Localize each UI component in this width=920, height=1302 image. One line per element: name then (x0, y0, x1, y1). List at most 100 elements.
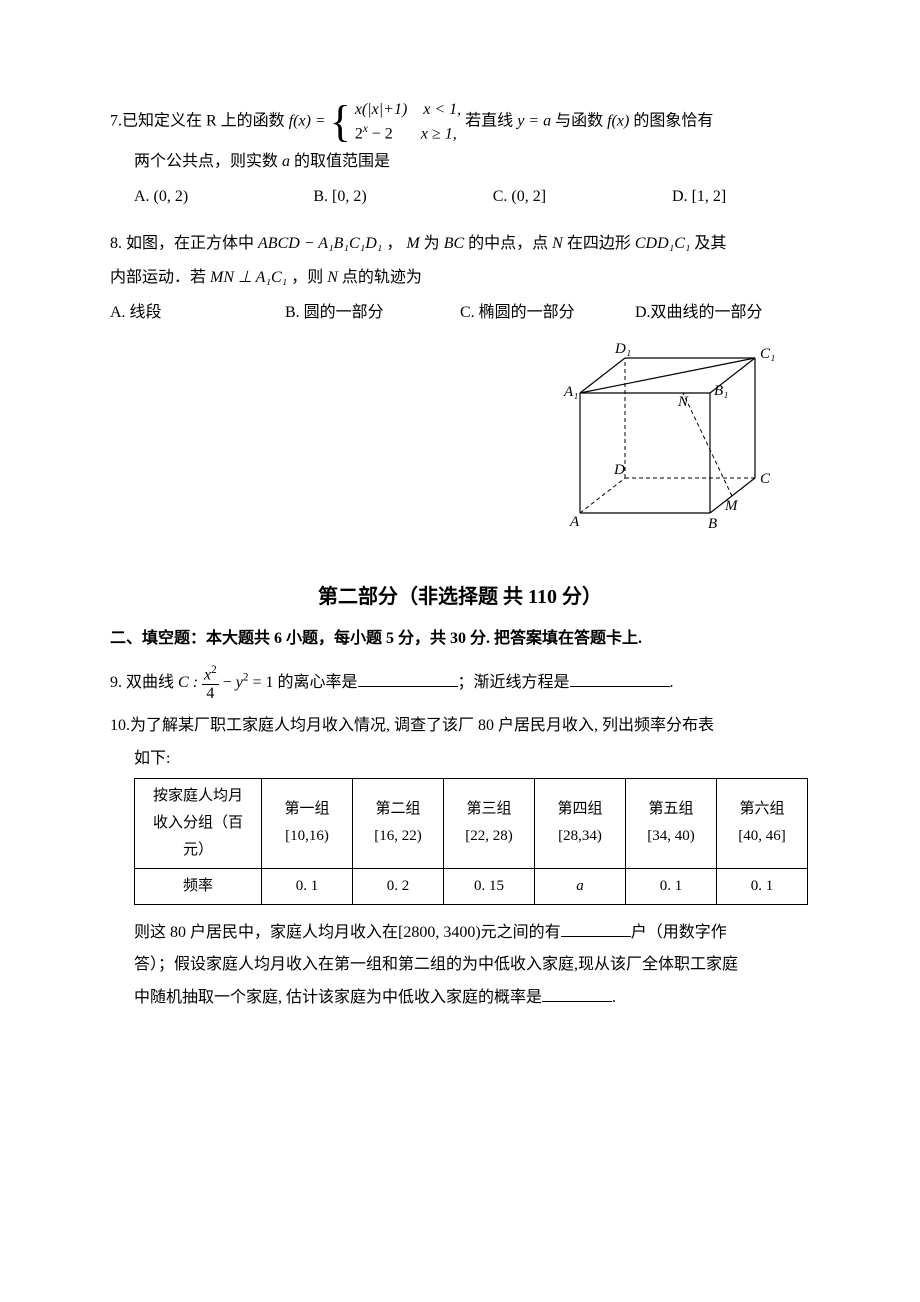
f3: 0. 15 (444, 868, 535, 904)
q8-optD: D.双曲线的一部分 (635, 299, 810, 328)
q9-t1: 双曲线 (122, 674, 178, 691)
r1c1a: 按家庭人均月 (143, 783, 253, 810)
q7-number: 7. (110, 113, 122, 130)
col-4: 第四组 [28,34) (535, 778, 626, 868)
q10-after3a: 中随机抽取一个家庭, 估计该家庭为中低收入家庭的概率是 (134, 989, 542, 1006)
brace-icon: { (330, 100, 351, 144)
q7-optA: A. (0, 2) (134, 183, 313, 212)
q7-row1-cond: x < 1, (423, 101, 461, 118)
label-C1: C₁ (760, 346, 775, 362)
h2: 第二组 (361, 796, 435, 823)
label-A1: A₁ (563, 384, 578, 400)
q8-N: N (552, 235, 563, 252)
q8-M: M (406, 235, 419, 252)
q7-options: A. (0, 2) B. [0, 2) C. (0, 2] D. [1, 2] (134, 183, 810, 212)
q8-optA: A. 线段 (110, 299, 285, 328)
h4: 第四组 (543, 796, 617, 823)
q7-text-pre: 已知定义在 R 上的函数 (122, 113, 289, 130)
q9-number: 9. (110, 674, 122, 691)
q7-optB: B. [0, 2) (313, 183, 492, 212)
f4: a (535, 868, 626, 904)
q9-t3: 的离心率是 (277, 674, 357, 691)
q7-fx2: f(x) (607, 113, 629, 130)
q10-blank-2 (542, 985, 612, 1002)
q7-post1: 若直线 (465, 113, 517, 130)
table-header-rowlabel: 按家庭人均月 收入分组（百 元） (135, 778, 262, 868)
q9-y: y (236, 674, 243, 691)
h5: 第五组 (634, 796, 708, 823)
q8-BC: BC (444, 235, 464, 252)
section-2-instructions: 二、填空题：本大题共 6 小题，每小题 5 分，共 30 分. 把答案填在答题卡… (110, 625, 810, 654)
r1c1b: 收入分组（百 (143, 810, 253, 837)
q8-mn: MN ⊥ A₁C₁ (210, 269, 287, 286)
g4: [28,34) (543, 823, 617, 850)
h6: 第六组 (725, 796, 799, 823)
q9-minus: − (223, 674, 236, 691)
col-3: 第三组 [22, 28) (444, 778, 535, 868)
col-6: 第六组 [40, 46] (717, 778, 808, 868)
q7-line2: 两个公共点，则实数 a 的取值范围是 (134, 148, 810, 177)
q9-den: 4 (202, 685, 219, 703)
q8-t3: 为 (420, 235, 444, 252)
q8-face: CDD₁C₁ (635, 235, 691, 252)
q7-row1-expr: x(|x|+1) (355, 101, 407, 118)
label-B: B (708, 516, 717, 528)
f2: 0. 2 (353, 868, 444, 904)
q8-t5: 在四边形 (563, 235, 635, 252)
q10-t2: 如下: (134, 745, 810, 774)
q10-after3b: . (612, 989, 616, 1006)
q10-after1c: 户（用数字作 (631, 924, 727, 941)
q8-t1: 如图，在正方体中 (122, 235, 258, 252)
question-9: 9. 双曲线 C : x2 4 − y2 = 1 的离心率是；渐近线方程是. (110, 664, 810, 703)
label-B1: B₁ (714, 383, 728, 399)
q9-frac: x2 4 (202, 664, 219, 703)
f6: 0. 1 (717, 868, 808, 904)
q8-N2: N (327, 269, 338, 286)
q7-post2: 与函数 (555, 113, 607, 130)
q7-optD: D. [1, 2] (672, 183, 810, 212)
q7-row2-rest: − 2 (368, 125, 393, 142)
q8-t4: 的中点，点 (464, 235, 552, 252)
q8-t2: ， (382, 235, 406, 252)
q7-line2b: 的取值范围是 (290, 153, 390, 170)
q7-line2a: 两个公共点，则实数 (134, 153, 282, 170)
col-1: 第一组 [10,16) (262, 778, 353, 868)
g6: [40, 46] (725, 823, 799, 850)
q7-row2-cond: x ≥ 1, (421, 125, 457, 142)
cube-figure: A B C D A₁ B₁ C₁ D₁ M N (560, 338, 780, 528)
table-row: 频率 0. 1 0. 2 0. 15 a 0. 1 0. 1 (135, 868, 808, 904)
cube-figure-wrap: A B C D A₁ B₁ C₁ D₁ M N (110, 338, 810, 539)
q8-line2a: 内部运动．若 (110, 269, 210, 286)
label-C: C (760, 471, 771, 487)
q7-fx: f(x) = (289, 113, 330, 130)
q7-ya: y = a (517, 113, 551, 130)
h3: 第三组 (452, 796, 526, 823)
label-D: D (613, 462, 625, 478)
q7-post3: 的图象恰有 (633, 113, 713, 130)
q9-C: C : (178, 674, 202, 691)
q8-options: A. 线段 B. 圆的一部分 C. 椭圆的一部分 D.双曲线的一部分 (110, 299, 810, 328)
q8-t6: 及其 (690, 235, 726, 252)
q8-optC: C. 椭圆的一部分 (460, 299, 635, 328)
question-10: 10.为了解某厂职工家庭人均月收入情况, 调查了该厂 80 户居民月收入, 列出… (110, 712, 810, 1013)
q9-blank-2 (570, 670, 670, 687)
col-5: 第五组 [34, 40) (626, 778, 717, 868)
q10-number: 10. (110, 717, 130, 734)
q9-blank-1 (358, 670, 458, 687)
g2: [16, 22) (361, 823, 435, 850)
question-7: 7.已知定义在 R 上的函数 f(x) = { x(|x|+1) x < 1, … (110, 100, 810, 212)
q9-num-sup: 2 (211, 664, 217, 676)
h1: 第一组 (270, 796, 344, 823)
q9-eq1: = 1 (248, 674, 273, 691)
q8-cube: ABCD − A₁B₁C₁D₁ (258, 235, 382, 252)
section-2-title: 第二部分（非选择题 共 110 分） (110, 579, 810, 615)
label-A: A (569, 514, 580, 528)
q9-t4: ；渐近线方程是 (458, 674, 570, 691)
g5: [34, 40) (634, 823, 708, 850)
col-2: 第二组 [16, 22) (353, 778, 444, 868)
q10-after3: 中随机抽取一个家庭, 估计该家庭为中低收入家庭的概率是. (134, 984, 810, 1013)
q8-number: 8. (110, 235, 122, 252)
q10-interval: [2800, 3400) (398, 924, 481, 941)
q7-row2-base: 2 (355, 125, 363, 142)
question-8: 8. 如图，在正方体中 ABCD − A₁B₁C₁D₁ ， M 为 BC 的中点… (110, 230, 810, 539)
